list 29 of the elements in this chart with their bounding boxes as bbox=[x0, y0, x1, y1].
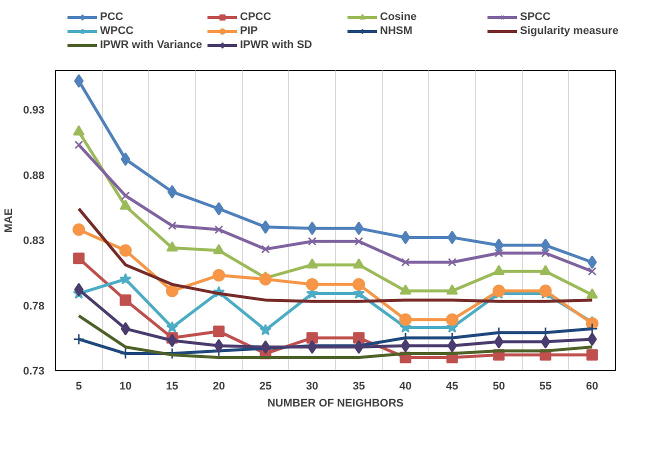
legend-label: PCC bbox=[100, 11, 124, 23]
legend-label: WPCC bbox=[100, 25, 135, 37]
legend-label: CPCC bbox=[240, 11, 272, 23]
y-tick-label: 0.73 bbox=[23, 366, 45, 378]
x-tick-label: 40 bbox=[399, 380, 412, 392]
x-tick-label: 50 bbox=[492, 380, 505, 392]
x-tick-label: 30 bbox=[306, 380, 318, 392]
y-tick-label: 0.83 bbox=[23, 235, 45, 248]
x-tick-label: 5 bbox=[76, 380, 82, 392]
y-tick-label: 0.93 bbox=[23, 104, 45, 117]
x-tick-label: 25 bbox=[259, 380, 272, 392]
x-tick-label: 55 bbox=[539, 380, 552, 392]
x-axis-title: NUMBER OF NEIGHBORS bbox=[267, 398, 404, 410]
x-tick-label: 20 bbox=[212, 380, 225, 392]
x-tick-label: 15 bbox=[166, 380, 178, 392]
x-tick-label: 60 bbox=[586, 380, 598, 392]
legend-label: Cosine bbox=[380, 11, 418, 23]
x-tick-label: 10 bbox=[119, 380, 132, 392]
legend-label: NHSM bbox=[380, 25, 414, 37]
legend-label: IPWR with SD bbox=[240, 39, 314, 51]
y-axis-title: MAE bbox=[3, 208, 16, 233]
x-tick-label: 35 bbox=[352, 380, 365, 392]
legend-label: IPWR with Variance bbox=[100, 39, 204, 51]
y-tick-label: 0.78 bbox=[23, 300, 45, 312]
legend-label: PIP bbox=[240, 25, 259, 37]
y-tick-label: 0.88 bbox=[23, 170, 45, 182]
legend-label: SPCC bbox=[520, 11, 552, 23]
x-tick-label: 45 bbox=[446, 380, 458, 392]
legend-label: Sigularity measure bbox=[520, 25, 620, 37]
